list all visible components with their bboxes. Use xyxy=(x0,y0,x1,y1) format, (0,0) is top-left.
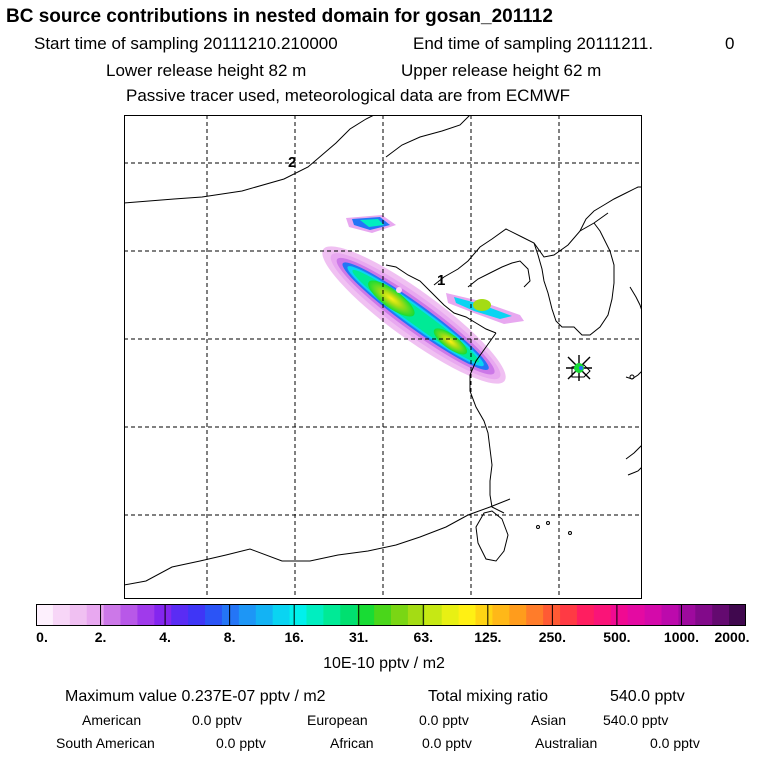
colorbar-swatch xyxy=(441,604,460,626)
colorbar-frame xyxy=(36,604,746,626)
colorbar-tick-label: 0. xyxy=(36,629,48,645)
region-value: 0.0 pptv xyxy=(192,712,242,728)
taiwan-island xyxy=(475,510,509,562)
map-frame xyxy=(124,115,642,599)
colorbar-swatch xyxy=(458,604,477,626)
region-name: South American xyxy=(56,735,155,751)
colorbar xyxy=(36,604,746,626)
colorbar-swatch xyxy=(103,604,122,626)
colorbar-tick-label: 250. xyxy=(538,629,566,645)
region-name: Australian xyxy=(535,735,598,751)
colorbar-swatch xyxy=(407,604,426,626)
colorbar-swatch xyxy=(171,604,189,626)
map-panel: 2 1 xyxy=(124,115,642,599)
colorbar-tick-label: 500. xyxy=(603,629,631,645)
region-value: 0.0 pptv xyxy=(419,712,469,728)
grid-label-2: 2 xyxy=(288,154,296,171)
colorbar-swatch xyxy=(475,604,493,626)
colorbar-swatch xyxy=(526,604,544,626)
region-name: European xyxy=(307,712,368,728)
colorbar-tick-label: 2. xyxy=(94,629,107,645)
plot-title: BC source contributions in nested domain… xyxy=(6,6,553,27)
colorbar-swatch xyxy=(391,604,409,626)
colorbar-swatch xyxy=(120,604,138,626)
colorbar-swatch xyxy=(205,604,223,626)
plume-lower-lobe xyxy=(446,293,524,324)
colorbar-swatch xyxy=(272,604,291,626)
colorbar-tick-label: 125. xyxy=(474,629,502,645)
colorbar-swatch xyxy=(610,604,629,626)
colorbar-swatch xyxy=(340,604,358,626)
colorbar-swatch xyxy=(357,604,375,626)
colorbar-swatch xyxy=(695,604,713,626)
colorbar-swatch xyxy=(661,604,679,626)
colorbar-tick-label: 31. xyxy=(348,629,369,645)
colorbar-swatch xyxy=(509,604,527,626)
colorbar-swatch xyxy=(576,604,595,626)
tracer-note: Passive tracer used, meteorological data… xyxy=(126,86,571,105)
colorbar-tick-label: 4. xyxy=(159,629,171,645)
colorbar-swatch xyxy=(560,604,578,626)
total-mixing-ratio-label: Total mixing ratio xyxy=(428,688,549,705)
colorbar-units: 10E-10 pptv / m2 xyxy=(323,655,445,672)
region-value: 540.0 pptv xyxy=(603,712,669,728)
colorbar-swatch xyxy=(188,604,206,626)
colorbar-tick-label: 2000. xyxy=(714,629,750,645)
colorbar-swatch xyxy=(255,604,274,626)
colorbar-tick-label: 16. xyxy=(284,629,304,645)
colorbar-swatch xyxy=(86,604,105,626)
maximum-value-label: Maximum value 0.237E-07 pptv / m2 xyxy=(65,688,326,705)
small-islands xyxy=(536,374,635,535)
region-value: 0.0 pptv xyxy=(650,735,700,751)
colorbar-swatch xyxy=(627,604,646,626)
total-mixing-ratio-value: 540.0 pptv xyxy=(610,688,685,705)
colorbar-swatch xyxy=(492,604,510,626)
map-grid xyxy=(124,115,642,599)
colorbar-swatch xyxy=(306,604,324,626)
region-value: 0.0 pptv xyxy=(216,735,266,751)
colorbar-tick-label: 63. xyxy=(413,629,433,645)
lower-release-height: Lower release height 82 m xyxy=(106,61,307,80)
colorbar-swatch xyxy=(593,604,612,626)
colorbar-swatch xyxy=(137,604,155,626)
end-hour-value: 0 xyxy=(725,34,735,53)
colorbar-swatch xyxy=(543,604,561,626)
plume-upper-lobe xyxy=(346,215,396,233)
region-name: Asian xyxy=(531,712,567,728)
colorbar-swatch xyxy=(644,604,662,626)
colorbar-swatch xyxy=(729,604,746,626)
coastlines xyxy=(124,115,642,586)
region-name: African xyxy=(330,735,374,751)
station-star-icon xyxy=(566,355,592,381)
upper-release-height: Upper release height 62 m xyxy=(401,61,602,80)
colorbar-swatch xyxy=(323,604,341,626)
end-time-label: End time of sampling 20111211. xyxy=(413,34,654,53)
colorbar-swatch xyxy=(374,604,392,626)
colorbar-swatch xyxy=(69,604,88,626)
colorbar-swatch xyxy=(678,604,696,626)
colorbar-tick-label: 8. xyxy=(223,629,236,645)
plume-speck xyxy=(396,287,402,293)
colorbar-swatch xyxy=(52,604,71,626)
colorbar-tick-label: 1000. xyxy=(663,629,699,645)
region-value: 0.0 pptv xyxy=(422,735,472,751)
colorbar-swatch xyxy=(154,604,172,626)
colorbar-swatch xyxy=(424,604,443,626)
colorbar-swatch xyxy=(36,604,54,626)
concentration-plume xyxy=(322,246,506,384)
region-name: American xyxy=(82,712,142,728)
colorbar-swatch xyxy=(221,604,240,626)
colorbar-swatch xyxy=(238,604,257,626)
start-time-label: Start time of sampling 20111210.210000 xyxy=(34,34,338,53)
colorbar-swatch xyxy=(712,604,730,626)
colorbar-swatch xyxy=(289,604,307,626)
grid-label-1: 1 xyxy=(437,272,445,289)
